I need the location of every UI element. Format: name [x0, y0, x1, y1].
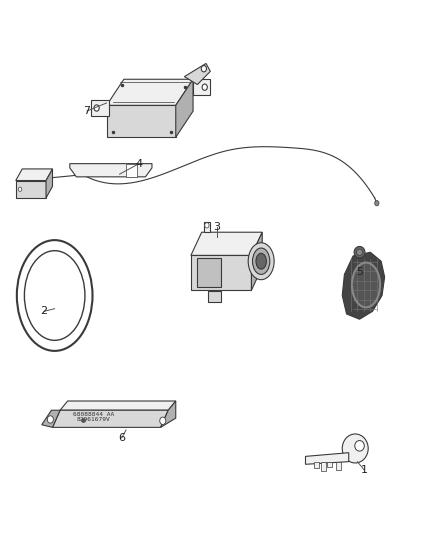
Polygon shape [106, 79, 193, 106]
Ellipse shape [342, 434, 368, 463]
Polygon shape [42, 410, 60, 427]
Polygon shape [342, 252, 385, 319]
Ellipse shape [253, 248, 270, 274]
Text: 2: 2 [40, 306, 47, 316]
Ellipse shape [201, 66, 206, 72]
Ellipse shape [205, 223, 209, 228]
Ellipse shape [202, 84, 207, 90]
Ellipse shape [256, 253, 266, 269]
Text: 1: 1 [360, 465, 367, 474]
Ellipse shape [47, 416, 53, 423]
Text: 6: 6 [118, 433, 125, 443]
Ellipse shape [160, 417, 166, 424]
Polygon shape [251, 232, 262, 290]
Ellipse shape [248, 243, 274, 280]
Polygon shape [92, 100, 109, 116]
Polygon shape [198, 258, 221, 287]
Polygon shape [126, 164, 137, 177]
Text: 82961679V: 82961679V [77, 417, 110, 423]
Polygon shape [53, 410, 168, 427]
Polygon shape [46, 169, 53, 198]
Polygon shape [16, 169, 53, 181]
Polygon shape [327, 462, 332, 467]
Polygon shape [70, 164, 152, 177]
Text: 68088844 AA: 68088844 AA [73, 411, 114, 417]
Polygon shape [184, 63, 210, 85]
Polygon shape [191, 232, 262, 255]
Polygon shape [204, 222, 210, 232]
Polygon shape [314, 462, 319, 468]
Polygon shape [16, 181, 46, 198]
Ellipse shape [18, 187, 22, 191]
Ellipse shape [94, 105, 99, 111]
Polygon shape [193, 79, 210, 95]
Text: 3: 3 [213, 222, 220, 232]
Polygon shape [161, 401, 176, 427]
Polygon shape [106, 106, 176, 138]
Polygon shape [208, 292, 221, 302]
Polygon shape [176, 79, 193, 138]
Polygon shape [336, 462, 341, 470]
Ellipse shape [17, 240, 92, 351]
Text: 7: 7 [84, 106, 91, 116]
Ellipse shape [25, 251, 85, 341]
Polygon shape [305, 453, 349, 464]
Polygon shape [321, 462, 326, 471]
Text: 4: 4 [135, 159, 142, 168]
Ellipse shape [354, 246, 365, 258]
Ellipse shape [352, 263, 380, 308]
Text: 5: 5 [356, 267, 363, 277]
Polygon shape [60, 401, 176, 410]
Polygon shape [191, 255, 251, 290]
Ellipse shape [355, 441, 364, 451]
Ellipse shape [357, 249, 363, 255]
Ellipse shape [374, 200, 379, 206]
